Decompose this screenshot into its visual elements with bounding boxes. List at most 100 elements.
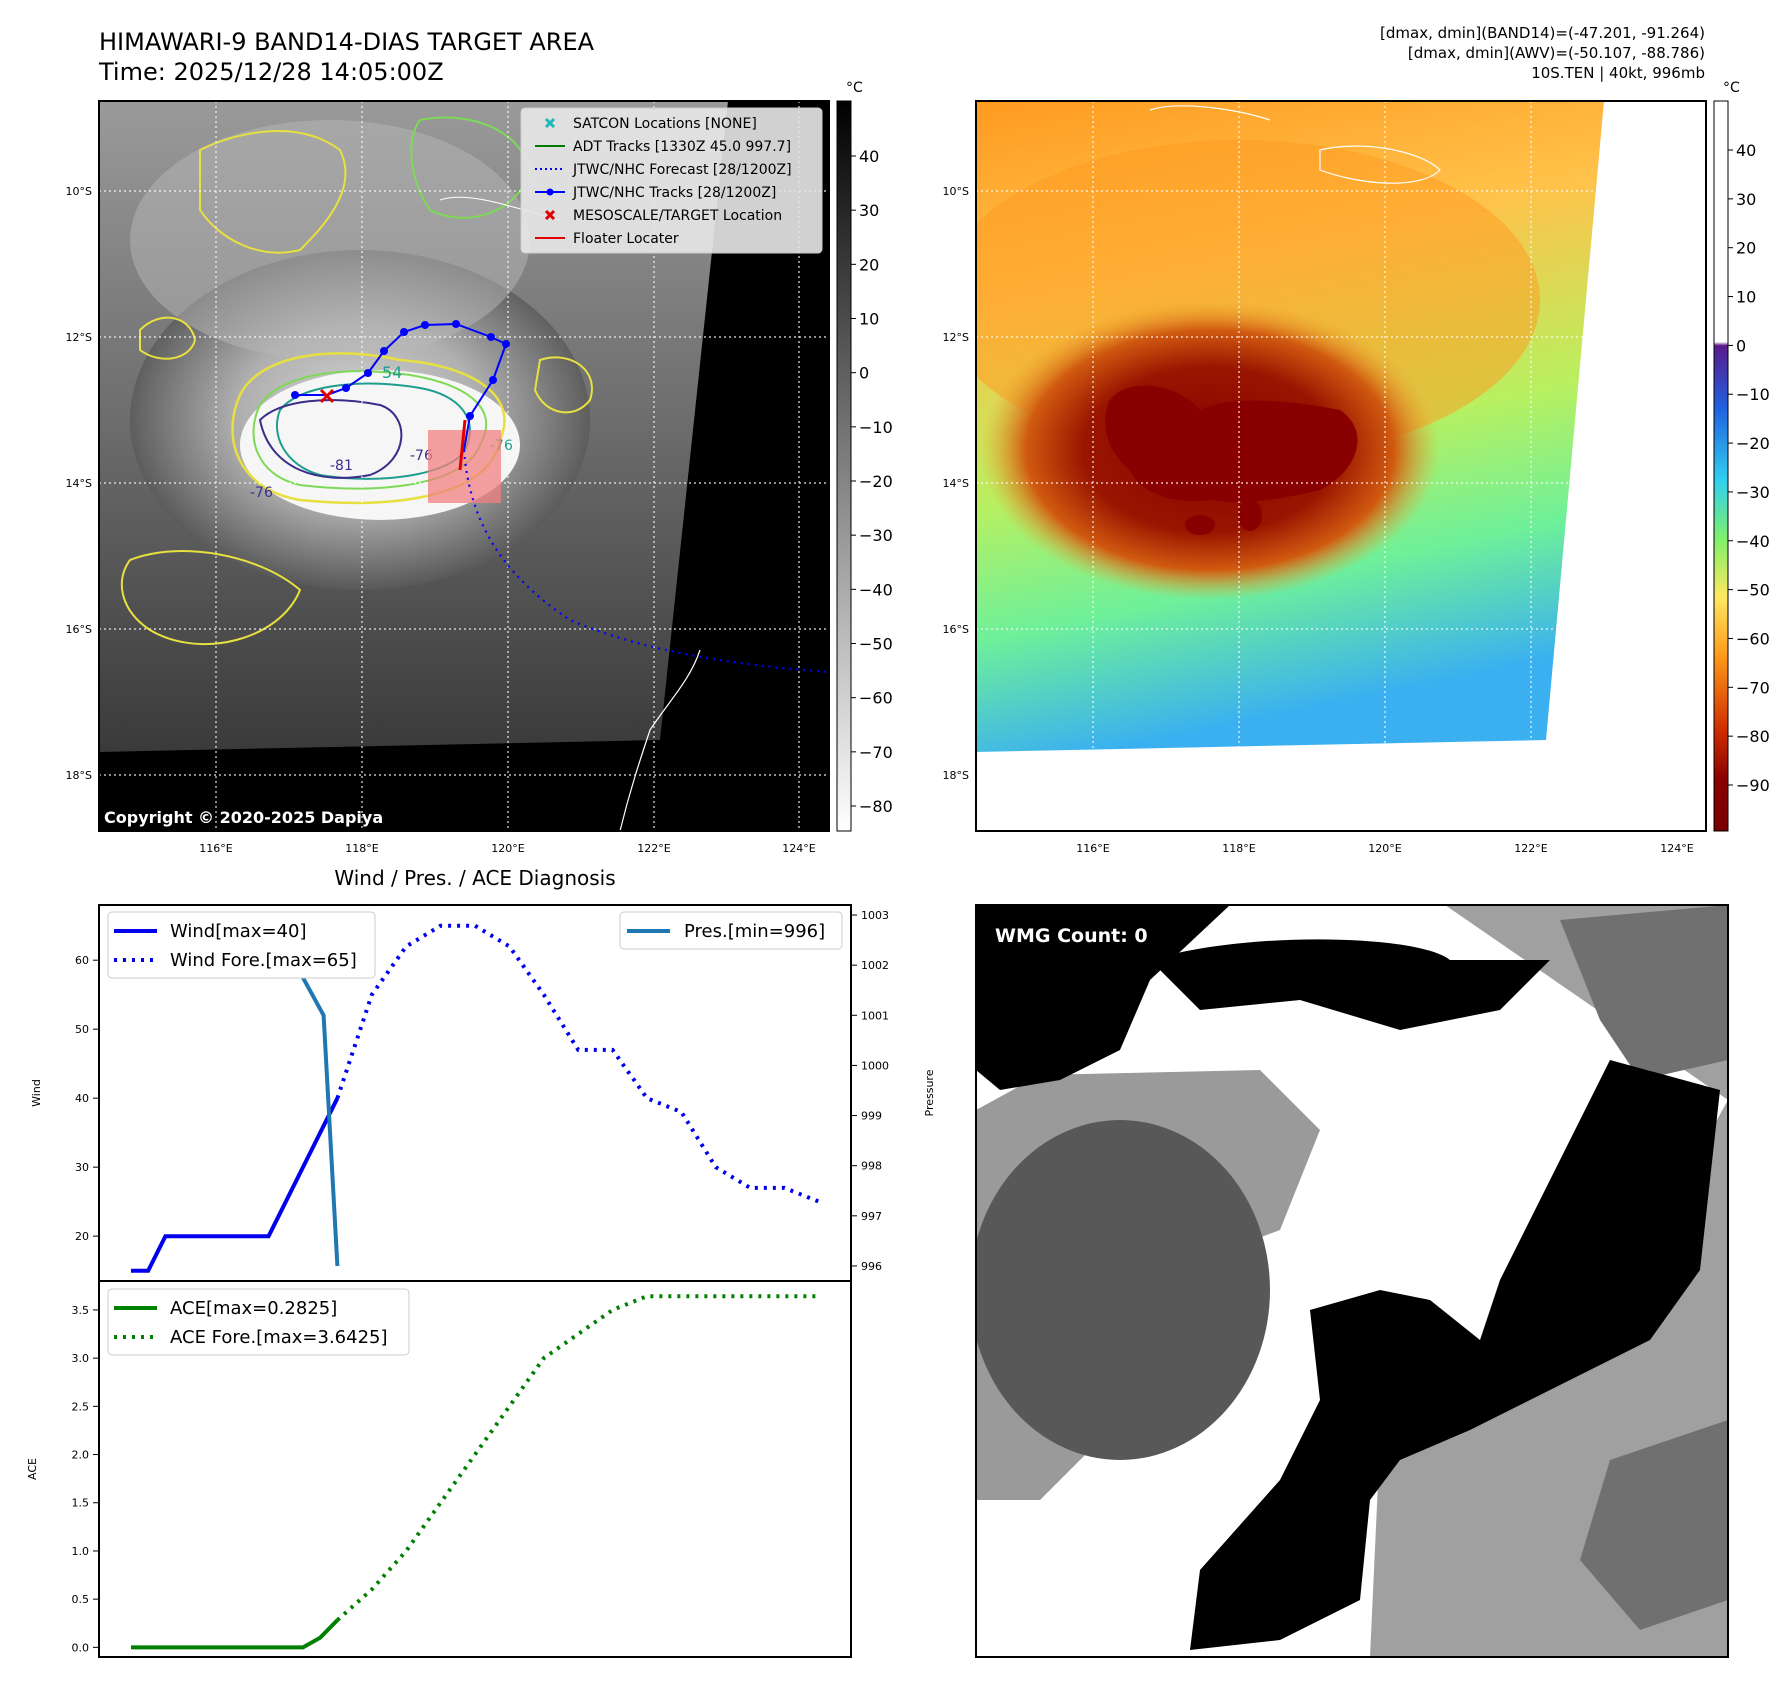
- colorbar-tick-label: −40: [1736, 532, 1770, 551]
- pressure-legend: Pres.[min=996]: [619, 911, 843, 950]
- y2-tick-label: 996: [861, 1260, 882, 1273]
- colorbar-tick-label: −70: [859, 743, 893, 762]
- colorbar-tick-label: 40: [1736, 141, 1756, 160]
- colorbar-tick-label: −80: [859, 797, 893, 816]
- lon-tick: 122°E: [1514, 842, 1547, 855]
- legend-marker: [544, 209, 556, 221]
- ace-legend-label: ACE[max=0.2825]: [170, 1298, 337, 1319]
- lon-tick: 124°E: [1660, 842, 1693, 855]
- legend-entry: ADT Tracks [1330Z 45.0 997.7]: [535, 139, 791, 155]
- series-line: [335, 923, 820, 1204]
- gray-ir-map: 54 -76 -81 -76 -76: [66, 100, 830, 855]
- pressure-legend-label: Pres.[min=996]: [684, 921, 825, 942]
- colorbar-tick-label: −90: [1736, 776, 1770, 795]
- y-tick-label: 60: [75, 954, 89, 967]
- y-tick-label: 2.5: [72, 1400, 90, 1413]
- ace-legend: ACE[max=0.2825] ACE Fore.[max=3.6425]: [107, 1288, 410, 1356]
- lat-tick: 12°S: [943, 331, 969, 344]
- series-line: [336, 1294, 819, 1622]
- stats-awv: [dmax, dmin](AWV)=(-50.107, -88.786): [1408, 44, 1705, 62]
- colorbar-tick-label: 10: [1736, 288, 1756, 307]
- colorbar-tick-label: −20: [859, 472, 893, 491]
- lat-tick: 18°S: [66, 769, 92, 782]
- jtwc-track-points: [291, 320, 510, 420]
- wind-legend-label: Wind[max=40]: [170, 921, 307, 942]
- y-tick-label: 0.5: [72, 1593, 90, 1606]
- legend-marker: [544, 117, 556, 129]
- colorbar-tick-label: −60: [1736, 629, 1770, 648]
- lat-tick: 10°S: [66, 185, 92, 198]
- lat-tick: 10°S: [943, 185, 969, 198]
- lon-tick: 120°E: [491, 842, 524, 855]
- lon-tick: 116°E: [1076, 842, 1109, 855]
- ace-axis-label: ACE: [26, 1458, 39, 1480]
- color-colorbar: °C 40 30 20 10 0 −10 −20 −30 −40 −50 −60 −70 −80 −90: [1713, 80, 1770, 832]
- colorbar-tick-label: 0: [859, 364, 869, 383]
- colorbar-tick-label: −30: [859, 526, 893, 545]
- wmg-black-region: [976, 905, 1230, 1090]
- color-colorbar-unit: °C: [1723, 80, 1740, 96]
- floater-locater: [458, 419, 467, 471]
- lat-tick: 18°S: [943, 769, 969, 782]
- legend-entry: JTWC/NHC Forecast [28/1200Z]: [535, 162, 792, 178]
- gray-colorbar: °C 40 30 20 10 0 −10 −20 −30 −40 −50 −60 −70 −80: [836, 80, 893, 832]
- colorbar-tick-label: 10: [859, 310, 879, 329]
- legend-entry: JTWC/NHC Tracks [28/1200Z]: [535, 185, 776, 201]
- lat-tick: 16°S: [66, 623, 92, 636]
- y-tick-label: 20: [75, 1230, 89, 1243]
- stats-storm: 10S.TEN | 40kt, 996mb: [1531, 64, 1705, 82]
- y-tick-label: 0.0: [72, 1641, 90, 1654]
- wmg-count: WMG Count: 0: [995, 925, 1148, 947]
- legend-label: Floater Locater: [573, 231, 679, 247]
- legend-label: JTWC/NHC Forecast [28/1200Z]: [572, 162, 792, 178]
- y2-tick-label: 997: [861, 1210, 882, 1223]
- y2-tick-label: 1001: [861, 1009, 889, 1022]
- series-line: [131, 1618, 339, 1650]
- stats-band14: [dmax, dmin](BAND14)=(-47.201, -91.264): [1380, 24, 1705, 42]
- diagnosis-title: Wind / Pres. / ACE Diagnosis: [334, 866, 615, 890]
- lat-tick: 16°S: [943, 623, 969, 636]
- gray-map-ticks: 10°S 12°S 14°S 16°S 18°S 116°E 118°E 120…: [66, 185, 816, 855]
- coastline: [619, 649, 701, 831]
- legend-label: SATCON Locations [NONE]: [573, 116, 757, 132]
- lon-tick: 118°E: [1222, 842, 1255, 855]
- series-line: [131, 1097, 340, 1273]
- wind-legend: Wind[max=40] Wind Fore.[max=65]: [107, 911, 376, 979]
- legend-marker-dot: [546, 188, 554, 196]
- y-tick-label: 2.0: [72, 1449, 90, 1462]
- target-area-box: [428, 430, 501, 503]
- lon-tick: 124°E: [782, 842, 815, 855]
- wind-axis-label: Wind: [30, 1079, 43, 1107]
- y-tick-label: 1.5: [72, 1497, 90, 1510]
- colorbar-tick-label: −50: [1736, 581, 1770, 600]
- figure-time: Time: 2025/12/28 14:05:00Z: [98, 58, 444, 86]
- y2-tick-label: 1000: [861, 1059, 889, 1072]
- ace-panel: 0.0 0.5 1.0 1.5 2.0 2.5 3.0 3.5 ACE ACE[max=0.2…: [26, 1280, 852, 1658]
- y-tick-label: 50: [75, 1023, 89, 1036]
- map-legend: SATCON Locations [NONE] ADT Tracks [1330Z…: [520, 107, 823, 254]
- pressure-axis-label: Pressure: [923, 1069, 936, 1116]
- wind-forecast-legend-label: Wind Fore.[max=65]: [170, 950, 357, 971]
- color-map-ticks: 10°S 12°S 14°S 16°S 18°S 116°E 118°E 120…: [943, 185, 1694, 855]
- colorbar-tick-label: −80: [1736, 727, 1770, 746]
- colorbar-tick-label: −60: [859, 689, 893, 708]
- colorbar-tick-label: 30: [1736, 190, 1756, 209]
- y-tick-label: 30: [75, 1161, 89, 1174]
- mesoscale-target-marker: [319, 388, 335, 404]
- color-ir-map: 10°S 12°S 14°S 16°S 18°S 116°E 118°E 120…: [943, 100, 1707, 855]
- lon-tick: 120°E: [1368, 842, 1401, 855]
- wmg-panel: WMG Count: 0: [975, 904, 1729, 1658]
- lon-tick: 118°E: [345, 842, 378, 855]
- contour-label: -76: [410, 448, 433, 464]
- gray-colorbar-unit: °C: [846, 80, 863, 96]
- colorbar-tick-label: −20: [1736, 434, 1770, 453]
- y2-tick-label: 999: [861, 1110, 882, 1123]
- wmg-dark-region: [976, 1120, 1270, 1460]
- colorbar-tick-label: −10: [859, 418, 893, 437]
- y2-tick-label: 1003: [861, 909, 889, 922]
- colorbar-tick-label: −50: [859, 635, 893, 654]
- colorbar-tick-label: −70: [1736, 678, 1770, 697]
- colorbar-tick-label: 0: [1736, 336, 1746, 355]
- colorbar-tick-label: −30: [1736, 483, 1770, 502]
